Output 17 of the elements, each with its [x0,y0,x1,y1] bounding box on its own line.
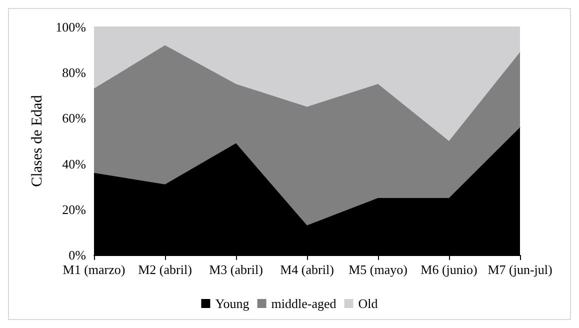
y-tick-label: 20% [62,202,86,217]
x-tick-label: M2 (abril) [138,262,192,277]
y-tick-label: 100% [56,20,86,34]
x-tick-label: M7 (jun-jul) [488,262,552,277]
legend-label: Old [358,296,378,311]
x-tick-label: M3 (abril) [209,262,263,277]
y-tick-label: 0% [68,248,86,262]
x-tick-label: M5 (mayo) [348,262,408,277]
y-axis-title: Clases de Edad [29,94,46,187]
y-tick-label: 60% [62,110,86,126]
y-tick-label: 40% [62,156,86,172]
x-tick-label: M1 (marzo) [62,262,126,277]
x-tick-label: M6 (junio) [420,262,478,277]
legend-label: Young [215,296,250,311]
x-tick-label: M4 (abril) [280,262,334,277]
y-tick-label: 80% [62,65,86,80]
legend-label: middle-aged [271,296,337,311]
